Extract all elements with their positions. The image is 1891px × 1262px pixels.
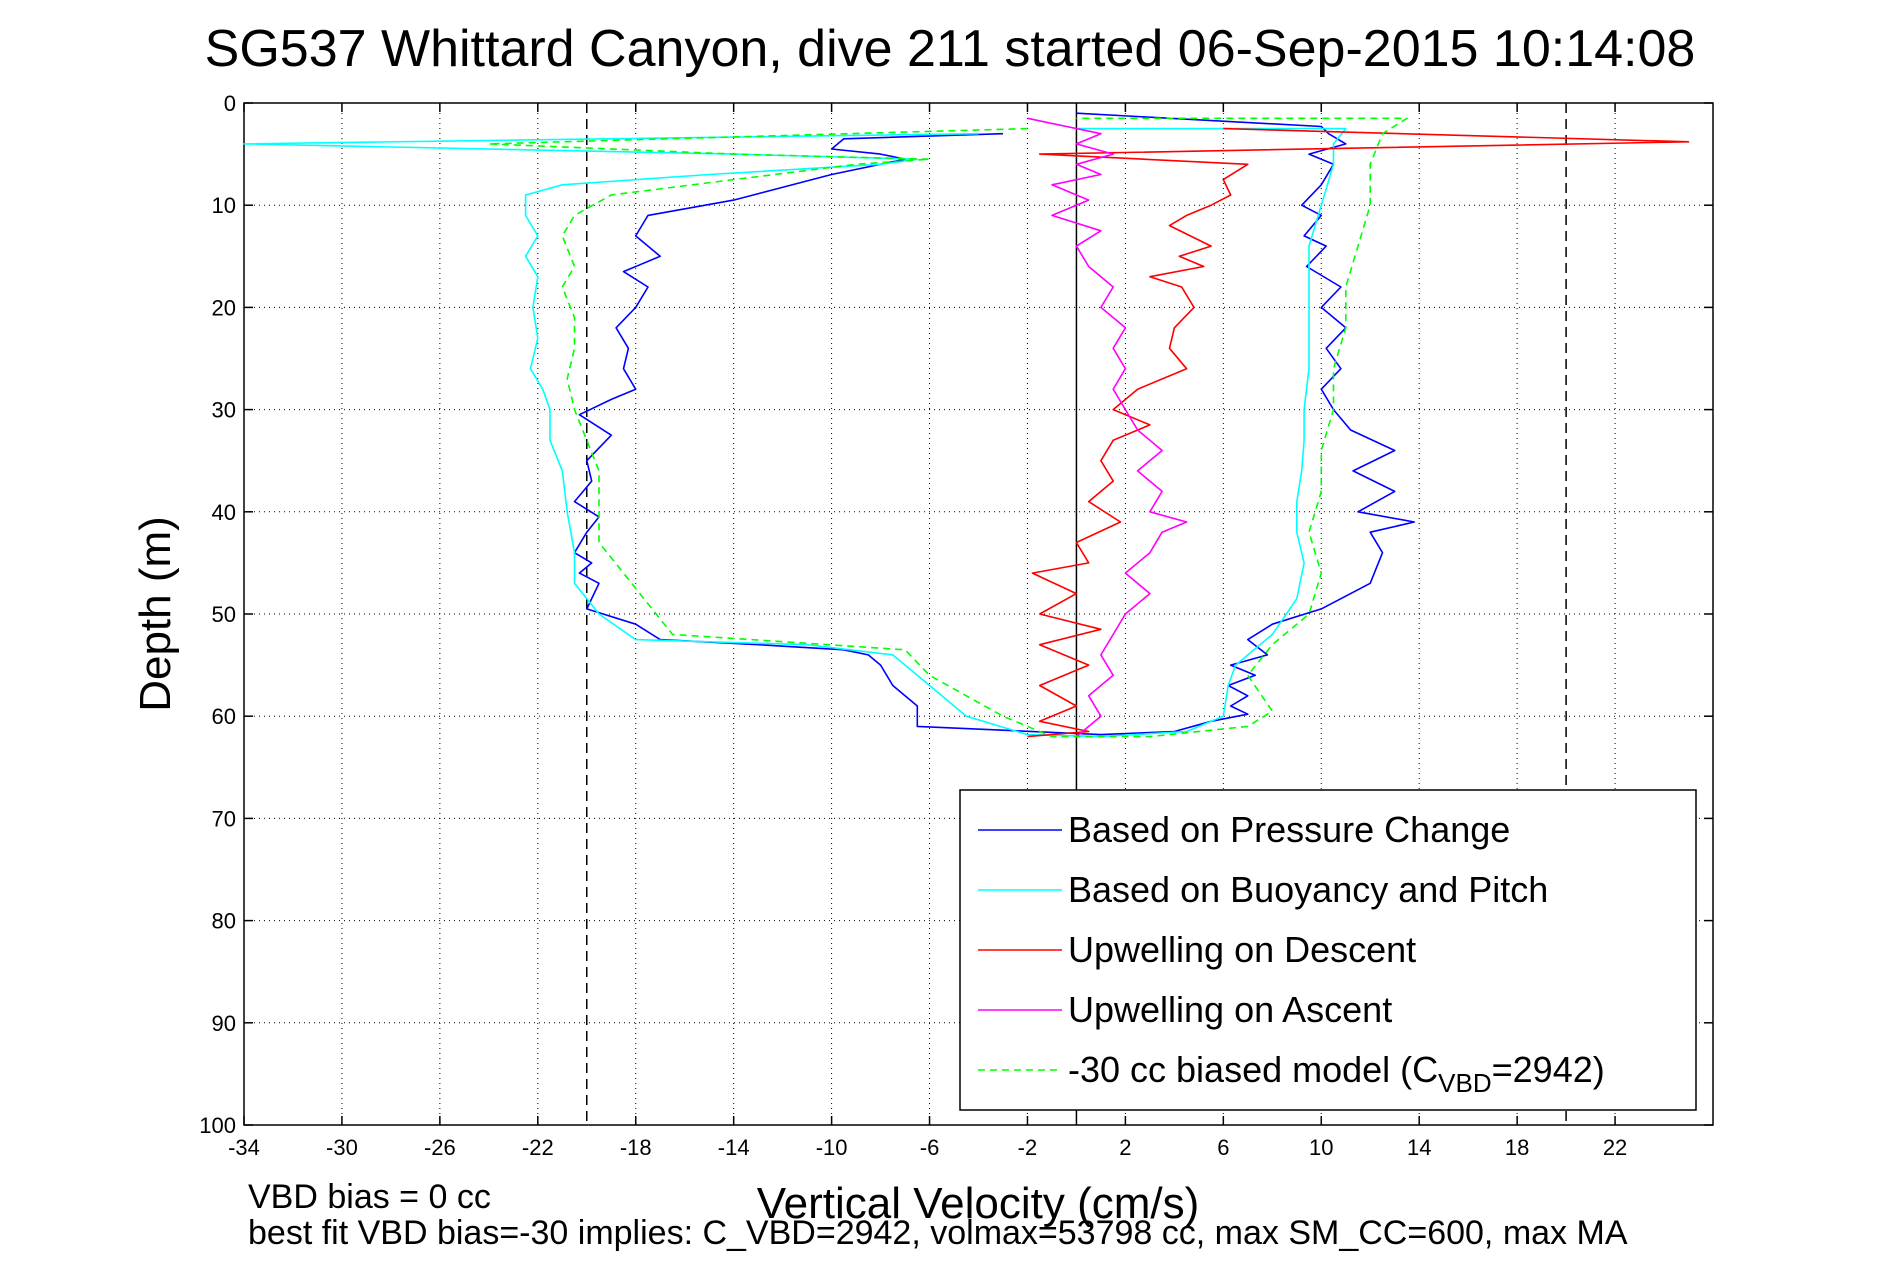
- y-tick-label: 70: [212, 806, 236, 831]
- x-tick-label: -34: [228, 1135, 260, 1160]
- x-tick-label: -26: [424, 1135, 456, 1160]
- legend-entry-label: Upwelling on Ascent: [1068, 989, 1392, 1030]
- series-line-4: [1027, 117, 1188, 738]
- y-tick-label: 0: [224, 91, 236, 116]
- series-line-5: [488, 117, 1408, 738]
- x-tick-label: 10: [1309, 1135, 1333, 1160]
- x-tick-label: -30: [326, 1135, 358, 1160]
- x-tick-label: 22: [1603, 1135, 1627, 1160]
- y-tick-label: 10: [212, 193, 236, 218]
- x-tick-label: 18: [1505, 1135, 1529, 1160]
- y-tick-label: 50: [212, 602, 236, 627]
- x-tick-label: -10: [816, 1135, 848, 1160]
- x-tick-label: -14: [718, 1135, 750, 1160]
- series-line-2: [243, 127, 1347, 738]
- x-tick-label: 2: [1119, 1135, 1131, 1160]
- legend-entry-label: Based on Buoyancy and Pitch: [1068, 869, 1548, 910]
- legend-entry-label: Upwelling on Descent: [1068, 929, 1416, 970]
- series-layer: [243, 112, 1690, 738]
- tick-labels: -34 -30 -26 -22 -18 -14 -10 -6 -2 2 6 10 14 18 2201020…: [199, 91, 1713, 1160]
- legend: Based on Pressure Change Based on Buoyanc…: [959, 789, 1697, 1111]
- y-tick-label: 20: [212, 295, 236, 320]
- x-axis-label: Vertical Velocity (cm/s): [757, 1179, 1200, 1228]
- chart-title: SG537 Whittard Canyon, dive 211 started …: [205, 20, 1696, 78]
- x-tick-label: -6: [920, 1135, 940, 1160]
- x-tick-label: 14: [1407, 1135, 1431, 1160]
- y-tick-label: 90: [212, 1011, 236, 1036]
- x-tick-label: -18: [620, 1135, 652, 1160]
- series-line-3: [1027, 127, 1690, 738]
- x-tick-label: -2: [1018, 1135, 1038, 1160]
- y-tick-label: 60: [212, 704, 236, 729]
- legend-entry-label: Based on Pressure Change: [1068, 809, 1510, 850]
- y-tick-label: 100: [199, 1113, 236, 1138]
- y-tick-label: 30: [212, 398, 236, 423]
- x-tick-label: 6: [1217, 1135, 1229, 1160]
- y-tick-label: 40: [212, 500, 236, 525]
- vbd-bias-note: VBD bias = 0 cc: [248, 1178, 491, 1216]
- best-fit-note: best fit VBD bias=-30 implies: C_VBD=294…: [248, 1214, 1628, 1252]
- grid-lines: [244, 103, 1713, 1125]
- series-line-1: [573, 112, 1416, 736]
- legend-box: [959, 789, 1697, 1111]
- legend-entry-label: -30 cc biased model (CVBD=2942): [1068, 1049, 1605, 1098]
- x-tick-label: -22: [522, 1135, 554, 1160]
- y-axis-label: Depth (m): [131, 516, 180, 712]
- y-tick-label: 80: [212, 909, 236, 934]
